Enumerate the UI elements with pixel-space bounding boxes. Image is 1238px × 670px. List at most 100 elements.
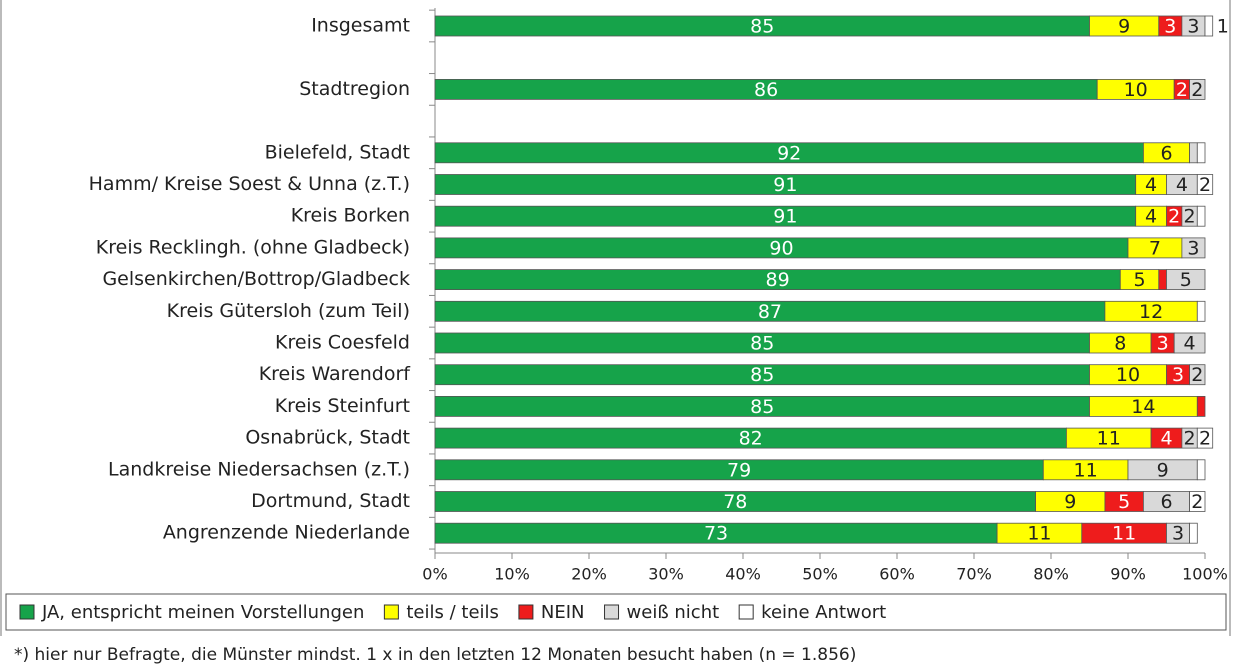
data-label: 2: [1184, 206, 1196, 228]
x-tick-label: 10%: [494, 565, 530, 584]
bar-segment: [1196, 300, 1206, 322]
legend-swatch: [19, 604, 35, 620]
category-label: Stadtregion: [299, 78, 410, 100]
legend-label: NEIN: [541, 602, 585, 623]
category-label: Osnabrück, Stadt: [245, 427, 410, 449]
data-label: 2: [1184, 428, 1196, 450]
bar-segment: [1196, 427, 1214, 449]
x-tick-label: 100%: [1182, 565, 1228, 584]
bar-segment: [1166, 269, 1206, 291]
data-label: 6: [1160, 142, 1172, 164]
data-label: 9: [1064, 491, 1076, 513]
data-label: 4: [1160, 428, 1172, 450]
data-label: 14: [1131, 396, 1155, 418]
x-tick-label: 20%: [571, 565, 607, 584]
data-label: 5: [1118, 491, 1130, 513]
data-label: 92: [777, 142, 801, 164]
bar-segment: [1196, 174, 1214, 195]
data-label: 3: [1164, 16, 1176, 38]
data-label: 91: [773, 174, 797, 196]
category-label: Hamm/ Kreise Soest & Unna (z.T.): [89, 173, 410, 195]
bar-segment: [1196, 142, 1206, 164]
legend-box: [5, 593, 1227, 631]
x-tick-label: 0%: [422, 565, 447, 584]
category-label: Bielefeld, Stadt: [265, 141, 410, 163]
category-label: Kreis Borken: [291, 205, 410, 227]
data-label: 4: [1176, 174, 1188, 196]
x-tick-label: 40%: [725, 565, 761, 584]
data-label: 78: [723, 491, 747, 513]
data-label: 10: [1116, 364, 1140, 386]
data-label: 11: [1027, 523, 1051, 545]
data-label: 4: [1184, 333, 1196, 355]
data-label: 2: [1191, 491, 1203, 513]
data-label: 2: [1191, 364, 1203, 386]
bar-segment: [1158, 269, 1167, 291]
data-label: 3: [1157, 333, 1169, 355]
data-label: 5: [1180, 269, 1192, 291]
footnote: *) hier nur Befragte, die Münster mindst…: [14, 645, 856, 665]
data-label: 73: [704, 523, 728, 545]
legend-label: JA, entspricht meinen Vorstellungen: [41, 602, 364, 623]
bar-segment: [1204, 15, 1214, 37]
legend-swatch: [738, 604, 754, 620]
bar-segment: [1189, 142, 1198, 164]
x-tick-label: 90%: [1110, 565, 1146, 584]
data-label: 10: [1124, 79, 1148, 101]
legend-swatch: [383, 604, 399, 620]
data-label: 5: [1134, 269, 1146, 291]
x-tick-label: 30%: [648, 565, 684, 584]
data-label: 85: [750, 364, 774, 386]
data-label: 82: [739, 428, 763, 450]
data-label: 3: [1172, 364, 1184, 386]
data-label: 85: [750, 333, 774, 355]
category-label: Insgesamt: [311, 15, 410, 37]
bar-segment: [1173, 332, 1206, 354]
x-tick-label: 60%: [879, 565, 915, 584]
x-tick-label: 50%: [802, 565, 838, 584]
data-label: 90: [769, 237, 793, 259]
category-label: Dortmund, Stadt: [251, 490, 410, 512]
data-label: 85: [750, 16, 774, 38]
category-label: Kreis Gütersloh (zum Teil): [167, 300, 410, 322]
data-label: 11: [1097, 428, 1121, 450]
data-label: 2: [1199, 428, 1211, 450]
data-label: 87: [758, 301, 782, 323]
data-label: 79: [727, 459, 751, 481]
bar-segment: [1189, 79, 1206, 100]
data-label: 3: [1172, 523, 1184, 545]
bar-segment: [1189, 491, 1206, 512]
data-label: 2: [1168, 206, 1180, 228]
bar-segment: [1181, 237, 1206, 259]
data-label: 3: [1187, 237, 1199, 259]
data-label: 11: [1074, 459, 1098, 481]
data-label: 7: [1149, 237, 1161, 259]
data-label: 8: [1114, 333, 1126, 355]
data-label: 86: [754, 79, 778, 101]
data-label: 1: [1217, 16, 1229, 38]
data-label: 2: [1199, 174, 1211, 196]
category-label: Kreis Steinfurt: [275, 395, 410, 417]
data-label: 9: [1157, 459, 1169, 481]
data-label: 2: [1176, 79, 1188, 101]
legend-label: keine Antwort: [761, 602, 886, 623]
bar-segment: [1196, 205, 1206, 227]
category-label: Kreis Warendorf: [259, 363, 412, 385]
data-label: 3: [1187, 16, 1199, 38]
bar-segment: [1189, 522, 1198, 544]
data-label: 91: [773, 206, 797, 228]
category-label: Kreis Coesfeld: [275, 332, 410, 354]
data-label: 4: [1145, 206, 1157, 228]
data-label: 89: [766, 269, 790, 291]
legend-label: teils / teils: [406, 602, 499, 623]
data-label: 4: [1145, 174, 1157, 196]
data-label: 9: [1118, 16, 1130, 38]
category-label: Gelsenkirchen/Bottrop/Gladbeck: [102, 268, 410, 290]
data-label: 2: [1191, 79, 1203, 101]
data-label: 85: [750, 396, 774, 418]
legend-swatch: [518, 604, 534, 620]
category-label: Kreis Recklingh. (ohne Gladbeck): [96, 236, 410, 258]
legend-swatch: [604, 604, 620, 620]
data-label: 6: [1160, 491, 1172, 513]
